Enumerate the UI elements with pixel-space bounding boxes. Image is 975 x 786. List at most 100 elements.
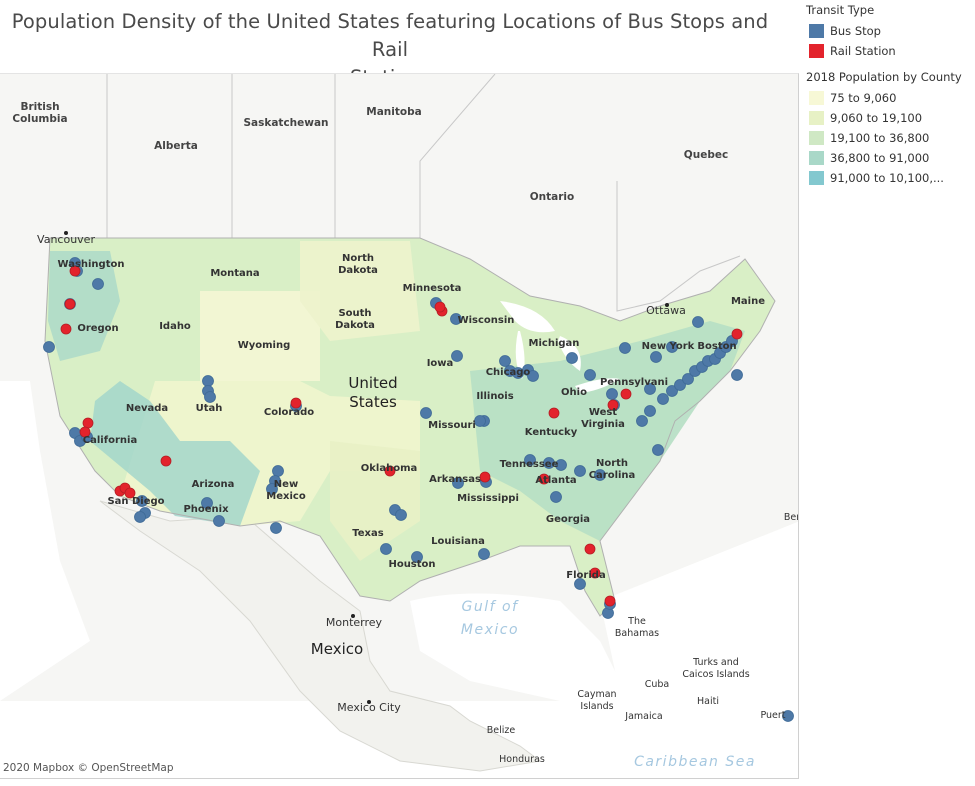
bus-stop-marker[interactable] — [474, 415, 486, 427]
bus-stop-marker[interactable] — [584, 369, 596, 381]
bus-stop-marker[interactable] — [411, 551, 423, 563]
bus-stop-marker[interactable] — [650, 351, 662, 363]
state-label: North Dakota — [338, 253, 378, 276]
rail-station-marker[interactable] — [731, 328, 743, 340]
rail-station-marker[interactable] — [124, 487, 136, 499]
bus-stop-marker[interactable] — [682, 373, 694, 385]
state-label: Oklahoma — [361, 463, 417, 474]
bus-stop-marker[interactable] — [420, 407, 432, 419]
map-attribution[interactable]: 2020 Mapbox © OpenStreetMap — [0, 762, 177, 774]
gulf-water — [410, 593, 640, 721]
population-legend-item[interactable]: 75 to 9,060 — [806, 88, 975, 108]
state-label: Pennsylvani — [600, 377, 668, 388]
bus-stop-marker[interactable] — [527, 370, 539, 382]
label-puerto: Puert — [760, 710, 785, 721]
bus-stop-marker[interactable] — [644, 383, 656, 395]
bus-stop-marker[interactable] — [574, 465, 586, 477]
rail-station-marker[interactable] — [548, 407, 560, 419]
bus-stop-marker[interactable] — [566, 352, 578, 364]
bus-stop-marker[interactable] — [674, 379, 686, 391]
state-label: North Carolina — [589, 458, 636, 481]
rail-station-marker[interactable] — [479, 471, 491, 483]
bus-stop-marker[interactable] — [272, 465, 284, 477]
state-label: South Dakota — [335, 308, 375, 331]
transit-legend-label: Bus Stop — [830, 24, 881, 38]
rail-station-marker[interactable] — [69, 265, 81, 277]
bus-stop-marker[interactable] — [636, 415, 648, 427]
population-legend-item[interactable]: 9,060 to 19,100 — [806, 108, 975, 128]
bus-stop-marker[interactable] — [92, 278, 104, 290]
rail-station-marker[interactable] — [64, 298, 76, 310]
bus-stop-marker[interactable] — [666, 341, 678, 353]
bus-stop-marker[interactable] — [619, 342, 631, 354]
bus-stop-marker[interactable] — [657, 393, 669, 405]
rail-station-marker[interactable] — [82, 417, 94, 429]
bus-stop-marker[interactable] — [555, 459, 567, 471]
bus-stop-marker[interactable] — [550, 491, 562, 503]
lake-superior — [500, 301, 555, 333]
rail-station-marker[interactable] — [620, 388, 632, 400]
bus-stop-marker[interactable] — [652, 444, 664, 456]
population-legend-item[interactable]: 19,100 to 36,800 — [806, 128, 975, 148]
rail-station-marker[interactable] — [384, 465, 396, 477]
rail-station-marker[interactable] — [584, 543, 596, 555]
transit-legend-item[interactable]: Bus Stop — [806, 21, 975, 41]
rail-station-marker[interactable] — [589, 567, 601, 579]
map-view[interactable]: British Columbia Alberta Saskatchewan Manito… — [0, 73, 799, 779]
population-legend-label: 91,000 to 10,100,... — [830, 171, 944, 185]
state-label: Illinois — [476, 391, 513, 402]
transit-legend-item[interactable]: Rail Station — [806, 41, 975, 61]
bus-stop-marker[interactable] — [478, 548, 490, 560]
rail-station-marker[interactable] — [434, 301, 446, 313]
bus-stop-marker[interactable] — [644, 405, 656, 417]
bus-stop-marker[interactable] — [266, 483, 278, 495]
bus-stop-marker[interactable] — [395, 509, 407, 521]
bus-stop-marker[interactable] — [782, 710, 794, 722]
bus-stop-marker[interactable] — [731, 369, 743, 381]
state-label: New Mexico — [266, 479, 306, 502]
bus-stop-marker[interactable] — [43, 341, 55, 353]
bus-stop-marker[interactable] — [543, 457, 555, 469]
bus-stop-marker[interactable] — [499, 355, 511, 367]
state-label: Nevada — [126, 403, 168, 414]
label-manitoba: Manitoba — [366, 106, 421, 118]
population-legend-item[interactable]: 36,800 to 91,000 — [806, 148, 975, 168]
bus-stop-marker[interactable] — [524, 454, 536, 466]
bus-stop-marker[interactable] — [452, 477, 464, 489]
bus-stop-marker[interactable] — [451, 350, 463, 362]
population-legend-item[interactable]: 91,000 to 10,100,... — [806, 168, 975, 188]
rail-station-marker[interactable] — [60, 323, 72, 335]
state-label: Phoenix — [183, 504, 229, 515]
state-label: Iowa — [427, 358, 454, 369]
rail-station-marker[interactable] — [160, 455, 172, 467]
transit-legend-title: Transit Type — [806, 3, 875, 17]
rail-station-marker[interactable] — [607, 399, 619, 411]
bus-stop-marker[interactable] — [380, 543, 392, 555]
state-label: Chicago — [486, 367, 531, 378]
state-label: Tennessee — [500, 459, 559, 470]
rail-station-marker[interactable] — [290, 397, 302, 409]
bus-stop-marker[interactable] — [692, 316, 704, 328]
bus-stop-marker[interactable] — [204, 391, 216, 403]
bus-stop-marker[interactable] — [201, 497, 213, 509]
map-canvas[interactable]: British Columbia Alberta Saskatchewan Manito… — [0, 73, 799, 779]
rail-station-markers — [60, 265, 743, 607]
label-ontario: Ontario — [530, 191, 575, 203]
label-monterrey: Monterrey — [326, 616, 383, 629]
bus-stop-marker[interactable] — [574, 578, 586, 590]
bus-stop-marker[interactable] — [666, 385, 678, 397]
bus-stop-marker[interactable] — [213, 515, 225, 527]
label-saskatchewan: Saskatchewan — [243, 117, 328, 129]
bus-stop-marker[interactable] — [270, 522, 282, 534]
bus-stop-marker[interactable] — [202, 375, 214, 387]
bus-stop-marker[interactable] — [606, 388, 618, 400]
rail-station-marker[interactable] — [538, 473, 550, 485]
bus-stop-marker[interactable] — [134, 511, 146, 523]
bus-stop-marker[interactable] — [450, 313, 462, 325]
bus-stop-marker[interactable] — [594, 469, 606, 481]
label-jamaica: Jamaica — [624, 711, 662, 722]
label-mexico: Mexico — [311, 640, 363, 658]
bus-stop-marker[interactable] — [136, 495, 148, 507]
rail-station-marker[interactable] — [604, 595, 616, 607]
rail-station-marker[interactable] — [79, 426, 91, 438]
